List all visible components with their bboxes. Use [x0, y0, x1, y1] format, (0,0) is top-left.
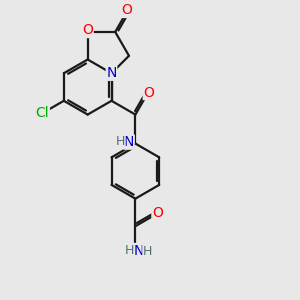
- Text: N: N: [134, 244, 144, 257]
- Text: Cl: Cl: [36, 106, 49, 120]
- Text: O: O: [152, 206, 163, 220]
- Text: H: H: [124, 244, 134, 257]
- Text: O: O: [122, 3, 132, 17]
- Text: H: H: [143, 245, 152, 258]
- Text: N: N: [124, 135, 134, 149]
- Text: O: O: [143, 85, 154, 100]
- Text: N: N: [106, 66, 117, 80]
- Text: O: O: [82, 23, 93, 38]
- Text: H: H: [116, 135, 125, 148]
